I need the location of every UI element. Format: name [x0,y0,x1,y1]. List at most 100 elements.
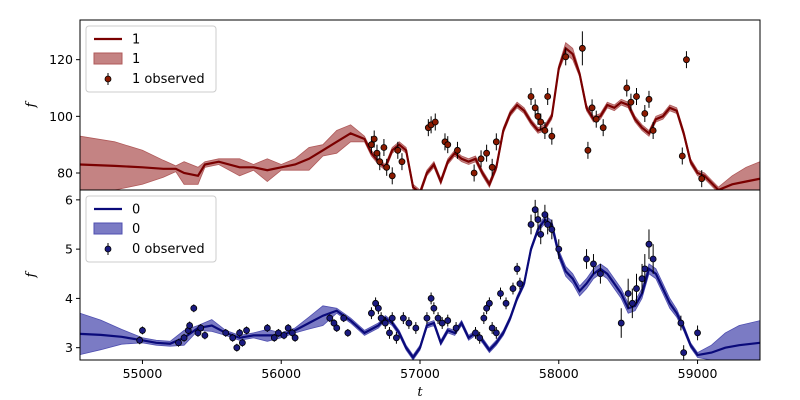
top-observed-point [645,90,653,108]
bottom-observed-point [680,345,688,360]
top-observed-point [431,113,439,131]
bottom-observed-marker [583,255,590,263]
bottom-observed-point [492,326,500,339]
top-observed-marker [477,155,485,163]
bottom-observed-marker [513,265,521,273]
top-observed-point [588,99,596,117]
bottom-observed-marker [243,327,250,334]
top-observed-marker [368,141,375,149]
bottom-observed-point [423,312,431,325]
bottom-observed-marker [326,314,334,322]
top-observed-point [649,122,657,139]
top-observed-marker [645,95,653,103]
bottom-observed-point [597,263,604,284]
top-observed-marker [380,144,388,151]
bottom-observed-point [222,328,230,337]
bottom-observed-marker [388,314,396,322]
bottom-legend-label-band: 0 [132,222,140,237]
top-observed-point [454,141,461,159]
top-observed-marker [623,84,631,92]
top-observed-marker [470,169,478,177]
bottom-observed-marker [291,334,299,342]
bottom-observed-point [263,324,271,332]
bottom-observed-point [186,321,194,330]
bottom-observed-marker [377,314,385,322]
top-observed-marker [444,141,452,149]
bottom-observed-point [694,325,701,341]
bottom-observed-point [617,308,625,338]
bottom-xtick-label: 58000 [539,366,579,381]
bottom-observed-point [583,249,590,269]
bottom-ylabel: f [24,270,39,278]
bottom-observed-point [136,336,144,345]
top-observed-marker [376,158,384,166]
bottom-observed-marker [444,317,452,324]
bottom-observed-marker [497,290,504,297]
top-observed-point [444,136,452,154]
top-observed-point [584,141,592,159]
top-legend-marker-swatch [104,75,112,83]
bottom-observed-marker [344,329,352,337]
bottom-observed-marker [638,275,646,283]
bottom-observed-marker [280,331,288,339]
bottom-observed-point [326,314,334,323]
bottom-observed-marker [275,329,282,337]
bottom-ytick-label: 6 [65,192,73,207]
top-observed-marker [562,53,570,61]
bottom-observed-marker [333,324,341,332]
bottom-observed-marker [649,255,657,263]
bottom-observed-point [374,302,382,315]
top-observed-marker [627,98,635,106]
bottom-observed-point [485,297,493,310]
top-observed-marker [578,44,586,52]
top-observed-marker [698,175,706,183]
top-observed-marker [488,163,496,171]
bottom-mean-line [80,218,760,360]
top-legend-label-band: 1 [132,52,140,67]
bottom-observed-point [270,333,278,342]
bottom-observed-point [284,324,292,332]
top-observed-point [633,88,640,105]
top-observed-point [492,133,500,151]
bottom-observed-marker [438,319,446,327]
top-panel: 80 100 120 f 1 1 1 observed [24,19,761,191]
bottom-observed-point [344,328,352,337]
bottom-observed-point [502,297,510,310]
bottom-panel: 3 4 5 6 55000 56000 57000 58000 59000 f t 0 0 0 obser… [24,189,761,400]
top-observed-point [548,127,556,145]
top-observed-point [599,119,607,137]
top-observed-point [483,144,491,162]
bottom-observed-marker [374,304,382,312]
bottom-observed-point [452,322,460,334]
bottom-observed-point [368,307,375,320]
bottom-observed-marker [641,265,649,273]
bottom-observed-point [233,343,241,352]
top-observed-point [383,158,391,176]
bottom-observed-point [537,224,545,245]
top-observed-point [641,105,649,122]
bottom-observed-point [430,302,438,315]
top-observed-marker [541,127,549,134]
bottom-observed-point [480,312,488,325]
top-observed-point [398,153,406,171]
top-observed-point [470,164,478,182]
top-observed-point [578,31,586,66]
bottom-observed-marker [430,304,438,312]
top-observed-marker [537,118,545,126]
bottom-observed-marker [694,329,701,337]
top-observed-marker [394,146,402,154]
bottom-observed-marker [645,240,653,248]
top-observed-point [394,141,402,159]
top-ytick-label: 100 [49,109,73,124]
bottom-observed-point [393,331,400,344]
top-observed-marker [599,124,607,132]
bottom-observed-point [527,214,535,235]
top-observed-point [623,79,631,97]
top-observed-point [380,139,388,156]
bottom-observed-marker [597,270,604,278]
top-legend-box [85,25,217,93]
top-observed-marker [678,152,686,160]
bottom-observed-point [386,326,393,339]
top-observed-point [562,48,570,66]
bottom-xtick-label: 59000 [678,366,718,381]
